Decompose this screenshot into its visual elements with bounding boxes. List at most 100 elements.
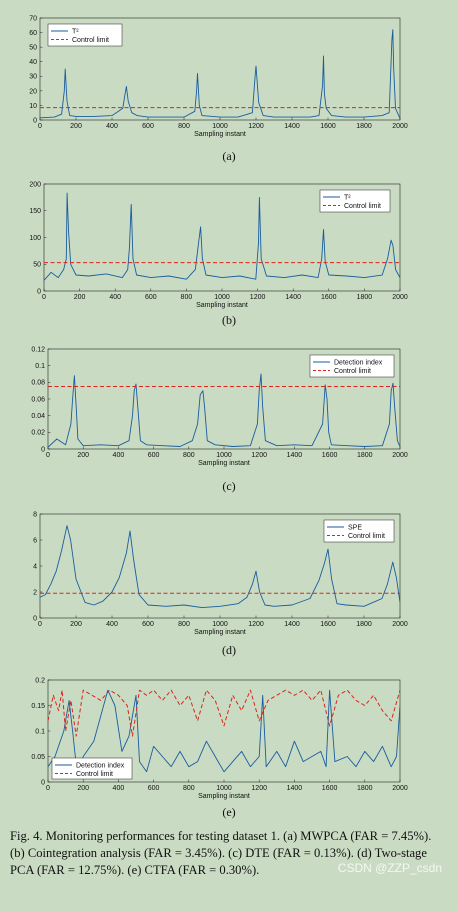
x-tick-label: 400 — [106, 123, 118, 130]
x-axis-label: Sampling instant — [198, 460, 250, 467]
legend: T² Control limit — [319, 189, 391, 213]
control-limit-line — [48, 689, 400, 737]
y-tick-label: 10 — [29, 103, 37, 110]
x-tick-label: 200 — [70, 621, 82, 628]
x-tick-label: 0 — [42, 294, 46, 301]
x-tick-label: 1200 — [248, 621, 264, 628]
x-tick-label: 1600 — [322, 452, 338, 459]
watermark: CSDN @ZZP_csdn — [337, 861, 442, 875]
monitoring-series-line — [48, 373, 400, 448]
x-tick-label: 1000 — [214, 294, 230, 301]
x-tick-label: 1000 — [216, 452, 232, 459]
y-tick-label: 0.2 — [35, 677, 45, 684]
x-tick-label: 600 — [145, 294, 157, 301]
y-tick-label: 2 — [33, 589, 37, 596]
x-tick-label: 800 — [181, 294, 193, 301]
chart-d-svg: 0 200 400 600 800 1000 1200 1400 1600 1800 2000 0 2 4… — [33, 511, 408, 636]
figure-caption: Fig. 4. Monitoring performances for test… — [10, 829, 432, 877]
panel-label-e: (e) — [222, 805, 236, 819]
y-tick-label: 0 — [41, 446, 45, 453]
legend-entry: SPE — [348, 524, 362, 531]
monitoring-series-line — [40, 525, 400, 609]
x-tick-label: 1000 — [212, 621, 228, 628]
legend: Detection index Control limit — [51, 757, 133, 780]
legend-entry: Control limit — [76, 771, 113, 778]
legend-entry: Control limit — [348, 533, 385, 540]
legend: SPE Control limit — [323, 519, 395, 543]
legend: Detection index Control limit — [309, 354, 395, 378]
chart-panel-e: 0 200 400 600 800 1000 1200 1400 1600 1800 2000 0 0.… — [0, 672, 458, 822]
x-tick-label: 800 — [178, 621, 190, 628]
y-tick-label: 0 — [33, 117, 37, 124]
x-tick-label: 200 — [77, 452, 89, 459]
x-tick-label: 800 — [178, 123, 190, 130]
x-tick-label: 600 — [142, 621, 154, 628]
y-tick-label: 30 — [29, 74, 37, 81]
x-tick-label: 600 — [142, 123, 154, 130]
chart-panel-b: 0 200 400 600 800 1000 1200 1400 1600 1800 2000 0 50… — [0, 176, 458, 336]
legend-entry: Detection index — [334, 359, 383, 366]
chart-a-svg: 0 200 400 600 800 1000 1200 1400 1600 1800 2000 0 10… — [29, 15, 408, 138]
x-tick-label: 1200 — [250, 294, 266, 301]
x-tick-label: 600 — [148, 452, 160, 459]
x-tick-label: 0 — [38, 123, 42, 130]
x-tick-label: 1000 — [216, 785, 232, 792]
y-tick-label: 4 — [33, 563, 37, 570]
legend-box — [319, 189, 391, 213]
x-tick-label: 1800 — [356, 123, 372, 130]
x-tick-label: 400 — [106, 621, 118, 628]
legend: T² Control limit — [47, 23, 123, 47]
x-tick-label: 1200 — [251, 785, 267, 792]
x-tick-label: 1400 — [287, 785, 303, 792]
chart-e-svg: 0 200 400 600 800 1000 1200 1400 1600 1800 2000 0 0.… — [31, 677, 408, 800]
x-tick-label: 0 — [38, 621, 42, 628]
x-tick-label: 1400 — [284, 123, 300, 130]
legend-entry: T² — [344, 194, 351, 201]
y-tick-label: 50 — [33, 262, 41, 269]
chart-panel-c: 0 200 400 600 800 1000 1200 1400 1600 1800 2000 0 0.… — [0, 341, 458, 501]
x-tick-label: 2000 — [392, 452, 408, 459]
x-tick-label: 0 — [46, 785, 50, 792]
monitoring-series-line — [48, 689, 400, 773]
x-tick-label: 200 — [77, 785, 89, 792]
chart-b-svg: 0 200 400 600 800 1000 1200 1400 1600 1800 2000 0 50… — [29, 181, 408, 309]
chart-c-svg: 0 200 400 600 800 1000 1200 1400 1600 1800 2000 0 0.… — [31, 346, 408, 467]
y-tick-label: 0.1 — [35, 363, 45, 370]
panel-label-b: (b) — [222, 313, 236, 327]
y-tick-label: 40 — [29, 59, 37, 66]
y-tick-label: 0 — [33, 615, 37, 622]
legend-entry: T² — [72, 28, 79, 35]
y-tick-label: 0.04 — [31, 413, 45, 420]
chart-panel-d: 0 200 400 600 800 1000 1200 1400 1600 1800 2000 0 2 4… — [0, 508, 458, 668]
y-tick-label: 0.05 — [31, 754, 45, 761]
x-tick-label: 1000 — [212, 123, 228, 130]
x-tick-label: 1800 — [357, 785, 373, 792]
x-axis-label: Sampling instant — [196, 302, 248, 309]
x-tick-label: 1600 — [321, 294, 337, 301]
y-tick-label: 50 — [29, 45, 37, 52]
x-tick-label: 1600 — [320, 621, 336, 628]
y-tick-label: 6 — [33, 537, 37, 544]
y-tick-label: 0 — [41, 779, 45, 786]
x-tick-label: 400 — [109, 294, 121, 301]
y-tick-label: 0.08 — [31, 380, 45, 387]
y-tick-label: 0.1 — [35, 728, 45, 735]
chart-panel-a: 0 200 400 600 800 1000 1200 1400 1600 1800 2000 0 10… — [0, 0, 458, 170]
panel-label-a: (a) — [222, 149, 236, 163]
x-tick-label: 1200 — [251, 452, 267, 459]
x-tick-label: 2000 — [392, 123, 408, 130]
y-tick-label: 150 — [29, 208, 41, 215]
x-tick-label: 800 — [183, 452, 195, 459]
x-tick-label: 600 — [148, 785, 160, 792]
x-tick-label: 1400 — [285, 294, 301, 301]
x-tick-label: 1400 — [284, 621, 300, 628]
x-tick-label: 1600 — [320, 123, 336, 130]
y-tick-label: 0 — [37, 288, 41, 295]
x-tick-label: 1600 — [322, 785, 338, 792]
monitoring-series-line — [44, 192, 400, 281]
x-axis-label: Sampling instant — [194, 629, 246, 636]
x-tick-label: 1200 — [248, 123, 264, 130]
x-axis-label: Sampling instant — [194, 131, 246, 138]
legend-entry: Control limit — [72, 37, 109, 44]
legend-entry: Control limit — [344, 203, 381, 210]
